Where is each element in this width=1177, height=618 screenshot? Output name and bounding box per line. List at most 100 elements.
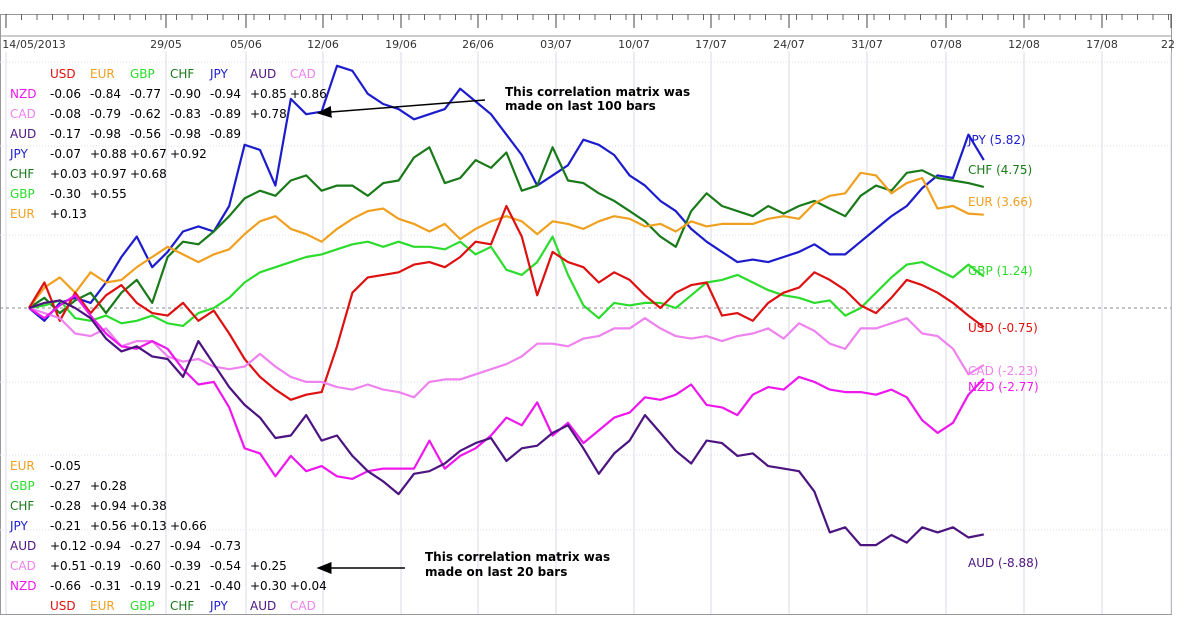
matrix-col-header-chf: CHF [170, 67, 194, 81]
matrix-cell: -0.56 [130, 127, 161, 141]
matrix-row-label-gbp: GBP [10, 187, 35, 201]
matrix-col-header-usd: USD [50, 599, 76, 613]
matrix-cell: +0.13 [130, 519, 167, 533]
matrix-cell: +0.51 [50, 559, 87, 573]
note-100-bars-line2: made on last 100 bars [505, 99, 656, 113]
matrix-row-label-nzd: NZD [10, 579, 36, 593]
matrix-col-header-aud: AUD [250, 67, 276, 81]
matrix-row-label-chf: CHF [10, 499, 34, 513]
matrix-col-header-jpy: JPY [209, 67, 229, 81]
arrow-100-bars [316, 99, 486, 118]
series-line-jpy [28, 64, 985, 322]
series-line-chf [28, 146, 985, 315]
matrix-col-header-gbp: GBP [130, 67, 155, 81]
matrix-cell: -0.94 [170, 539, 201, 553]
matrix-cell: +0.78 [250, 107, 287, 121]
annotations: This correlation matrix was made on last… [316, 85, 690, 579]
matrix-col-header-cad: CAD [290, 67, 316, 81]
matrix-cell: -0.27 [130, 539, 161, 553]
matrix-row-label-eur: EUR [10, 207, 35, 221]
series-line-eur [28, 171, 984, 309]
matrix-cell: -0.84 [90, 87, 121, 101]
matrix-cell: -0.06 [50, 87, 81, 101]
matrix-cell: +0.25 [250, 559, 287, 573]
matrix-cell: -0.89 [210, 107, 241, 121]
matrix-cell: +0.12 [50, 539, 87, 553]
matrix-cell: +0.94 [90, 499, 127, 513]
series-line-nzd [28, 294, 985, 480]
end-label-nzd: NZD (-2.77) [968, 380, 1039, 394]
matrix-cell: -0.94 [90, 539, 121, 553]
matrix-cell: -0.54 [210, 559, 241, 573]
matrix-cell: +0.55 [90, 187, 127, 201]
end-label-eur: EUR (3.66) [968, 195, 1033, 209]
series-line-aud [28, 299, 985, 547]
matrix-cell: -0.90 [170, 87, 201, 101]
matrix-row-label-chf: CHF [10, 167, 34, 181]
x-tick-label: 17/07 [695, 38, 727, 51]
matrix-col-header-chf: CHF [170, 599, 194, 613]
x-tick-label: 19/06 [385, 38, 417, 51]
matrix-cell: -0.83 [170, 107, 201, 121]
matrix-cell: -0.28 [50, 499, 81, 513]
matrix-cell: +0.86 [290, 87, 327, 101]
x-tick-label: 07/08 [930, 38, 962, 51]
end-label-aud: AUD (-8.88) [968, 556, 1038, 570]
matrix-cell: -0.60 [130, 559, 161, 573]
x-tick-label: 14/05/2013 [2, 38, 65, 51]
matrix-cell: +0.68 [130, 167, 167, 181]
end-label-usd: USD (-0.75) [968, 321, 1038, 335]
matrix-cell: -0.27 [50, 479, 81, 493]
x-tick-label: 03/07 [540, 38, 572, 51]
matrix-cell: +0.38 [130, 499, 167, 513]
series-lines [28, 64, 985, 547]
note-20-bars-line1: This correlation matrix was [425, 550, 610, 564]
series-end-labels: JPY (5.82) CHF (4.75) EUR (3.66) GBP (1.24)… [967, 133, 1039, 570]
x-tick-label: 17/08 [1086, 38, 1118, 51]
series-line-cad [28, 306, 985, 399]
matrix-row-label-eur: EUR [10, 459, 35, 473]
matrix-row-label-cad: CAD [10, 107, 36, 121]
matrix-cell: -0.31 [90, 579, 121, 593]
matrix-col-header-eur: EUR [90, 599, 115, 613]
gridlines [0, 52, 1172, 614]
x-axis: 14/05/2013 29/05 05/06 12/06 19/06 26/06 03/07… [2, 14, 1175, 51]
matrix-cell: +0.67 [130, 147, 167, 161]
matrix-col-header-cad: CAD [290, 599, 316, 613]
x-tick-label: 29/05 [150, 38, 182, 51]
matrix-cell: +0.03 [50, 167, 87, 181]
matrix-cell: -0.05 [50, 459, 81, 473]
matrix-row-label-cad: CAD [10, 559, 36, 573]
matrix-cell: -0.98 [90, 127, 121, 141]
matrix-cell: -0.89 [210, 127, 241, 141]
matrix-col-header-gbp: GBP [130, 599, 155, 613]
matrix-cell: +0.04 [290, 579, 327, 593]
matrix-cell: +0.30 [250, 579, 287, 593]
matrix-cell: -0.98 [170, 127, 201, 141]
matrix-cell: +0.13 [50, 207, 87, 221]
series-line-gbp [28, 235, 985, 327]
matrix-cell: -0.77 [130, 87, 161, 101]
matrix-col-header-jpy: JPY [209, 599, 229, 613]
matrix-row-label-jpy: JPY [9, 519, 29, 533]
matrix-cell: -0.21 [170, 579, 201, 593]
x-tick-label: 22 [1161, 38, 1175, 51]
matrix-cell: +0.28 [90, 479, 127, 493]
matrix-row-label-jpy: JPY [9, 147, 29, 161]
x-tick-label: 05/06 [230, 38, 262, 51]
matrix-cell: -0.08 [50, 107, 81, 121]
note-20-bars-line2: made on last 20 bars [425, 565, 567, 579]
matrix-row-label-nzd: NZD [10, 87, 36, 101]
series-line-usd [28, 204, 985, 401]
matrix-cell: -0.79 [90, 107, 121, 121]
x-tick-label: 12/06 [307, 38, 339, 51]
matrix-cell: +0.97 [90, 167, 127, 181]
end-label-jpy: JPY (5.82) [967, 133, 1026, 147]
matrix-col-header-eur: EUR [90, 67, 115, 81]
matrix-col-header-usd: USD [50, 67, 76, 81]
matrix-cell: +0.88 [90, 147, 127, 161]
matrix-col-header-aud: AUD [250, 599, 276, 613]
note-100-bars-line1: This correlation matrix was [505, 85, 690, 99]
matrix-cell: +0.92 [170, 147, 207, 161]
